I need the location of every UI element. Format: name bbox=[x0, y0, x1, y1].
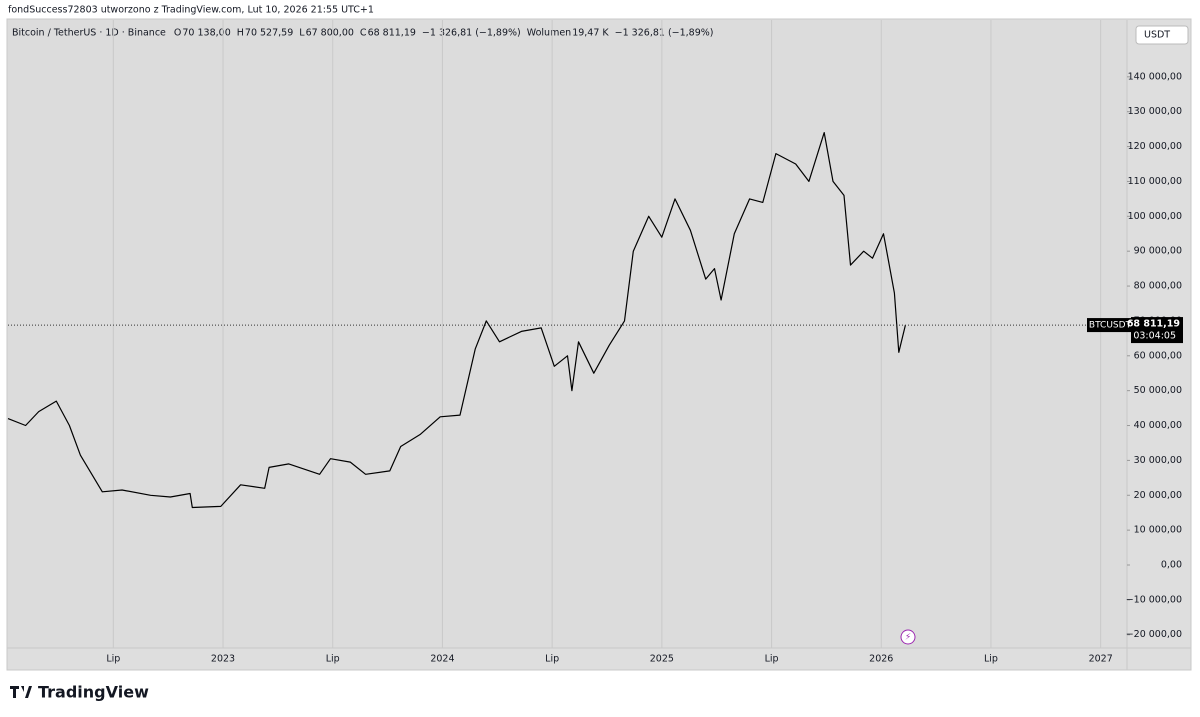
currency[interactable]: USDT bbox=[1144, 30, 1170, 41]
plot-area bbox=[8, 20, 1127, 648]
y-tick-label: 100 000,00 bbox=[1128, 211, 1182, 222]
legend-value: 70 138,00 bbox=[182, 28, 230, 39]
y-tick-label: 140 000,00 bbox=[1128, 71, 1182, 82]
x-tick-label: 2025 bbox=[650, 654, 674, 665]
x-tick-label: Lip bbox=[984, 654, 998, 665]
legend-key: C bbox=[360, 28, 367, 39]
y-tick-label: −20 000,00 bbox=[1126, 629, 1182, 640]
legend-key: Wolumen bbox=[527, 28, 571, 39]
y-tick-label: 110 000,00 bbox=[1128, 176, 1182, 187]
event-icon-glyph[interactable]: ⚡ bbox=[905, 633, 911, 643]
y-tick-label: 10 000,00 bbox=[1134, 525, 1182, 536]
legend-key: H bbox=[237, 28, 244, 39]
y-tick-label: 0,00 bbox=[1161, 560, 1182, 571]
brand: TradingView bbox=[38, 683, 149, 702]
legend-value: 19,47 K bbox=[572, 28, 609, 39]
y-tick-label: 90 000,00 bbox=[1134, 246, 1182, 257]
event-icon[interactable] bbox=[900, 629, 916, 645]
legend-value: −1 326,81 (−1,89%) bbox=[615, 28, 714, 39]
currency-box[interactable] bbox=[1135, 25, 1189, 45]
symbol-tag-label: BTCUSDT bbox=[1089, 321, 1132, 331]
legend-value: 70 527,59 bbox=[245, 28, 293, 39]
price-tag-label: 68 811,19 bbox=[1127, 319, 1180, 330]
brand-logo bbox=[10, 686, 32, 698]
legend-key: L bbox=[299, 28, 305, 39]
legend-value: −1 326,81 (−1,89%) bbox=[422, 28, 521, 39]
y-tick-label: 40 000,00 bbox=[1134, 420, 1182, 431]
price-line bbox=[7, 132, 906, 509]
legend: O 70 138,00 H 70 527,59 L 67 800,00 C 68 811,19… bbox=[174, 28, 714, 39]
countdown: 03:04:05 bbox=[1133, 331, 1176, 342]
x-tick-label: 2023 bbox=[211, 654, 235, 665]
legend-value: 68 811,19 bbox=[368, 28, 416, 39]
legend-value: 67 800,00 bbox=[306, 28, 354, 39]
x-tick-label: 2024 bbox=[430, 654, 454, 665]
legend-key: O bbox=[174, 28, 181, 39]
x-tick-label: Lip bbox=[765, 654, 779, 665]
x-tick-label: 2027 bbox=[1089, 654, 1113, 665]
price-tag bbox=[1131, 317, 1183, 344]
x-tick-label: Lip bbox=[326, 654, 340, 665]
symbol-tag bbox=[1087, 318, 1133, 333]
x-tick-label: 2026 bbox=[869, 654, 893, 665]
y-tick-label: 130 000,00 bbox=[1128, 106, 1182, 117]
y-tick-label: 20 000,00 bbox=[1134, 490, 1182, 501]
y-tick-label: 60 000,00 bbox=[1134, 350, 1182, 361]
header: fondSuccess72803 utworzono z TradingView… bbox=[8, 5, 374, 16]
x-tick-label: Lip bbox=[545, 654, 559, 665]
y-tick-label: −10 000,00 bbox=[1126, 594, 1182, 605]
y-tick-label: 80 000,00 bbox=[1134, 281, 1182, 292]
y-tick-label: 50 000,00 bbox=[1134, 385, 1182, 396]
symbol: Bitcoin / TetherUS · 1D · Binance bbox=[12, 28, 166, 39]
y-tick-label: 120 000,00 bbox=[1128, 141, 1182, 152]
y-tick-label: 30 000,00 bbox=[1134, 455, 1182, 466]
x-tick-label: Lip bbox=[106, 654, 120, 665]
